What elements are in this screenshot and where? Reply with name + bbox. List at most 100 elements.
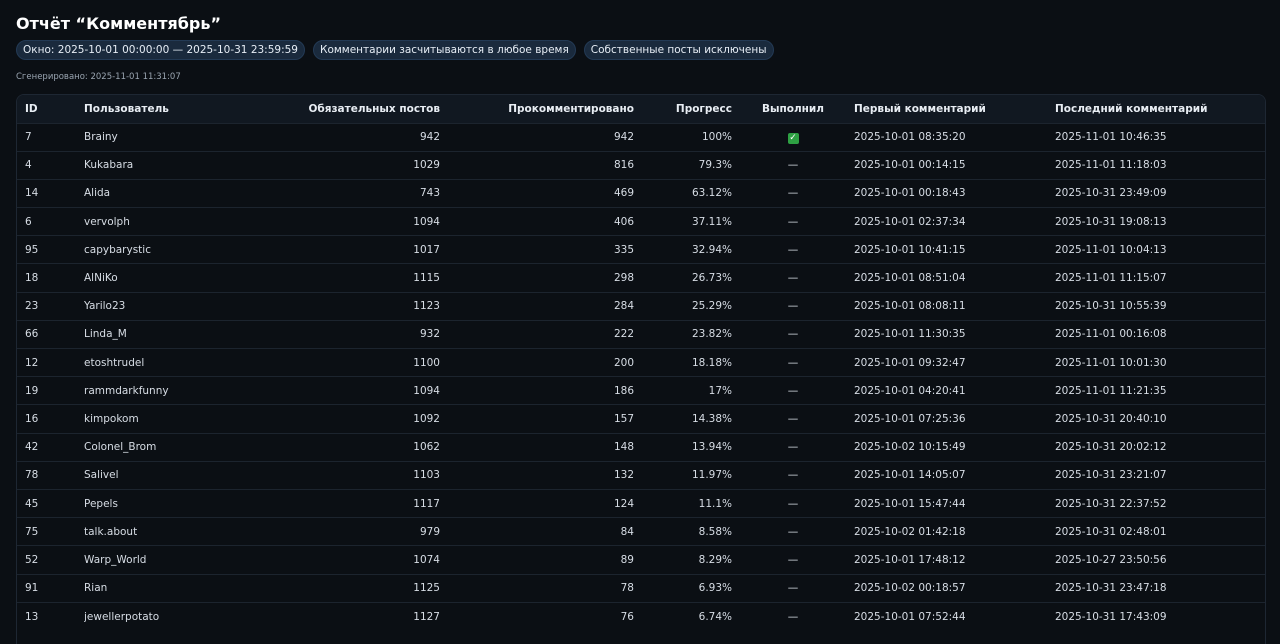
cell-progress: 17% (708, 384, 732, 397)
cell-required-posts: 743 (419, 187, 440, 200)
cell-commented: 200 (613, 356, 634, 369)
cell-last-comment: 2025-11-01 11:21:35 (1055, 384, 1167, 397)
cell-required-posts: 1123 (413, 300, 440, 313)
cell-id: 6 (25, 215, 32, 228)
cell-commented: 222 (613, 328, 634, 341)
cell-user: kimpokom (84, 412, 139, 425)
cell-done: — (787, 328, 799, 341)
cell-required-posts: 1017 (413, 243, 440, 256)
cell-first-comment: 2025-10-01 17:48:12 (854, 553, 966, 566)
cell-commented: 942 (613, 131, 634, 144)
cell-first-comment: 2025-10-01 08:51:04 (854, 272, 966, 285)
table-body: 7 Brainy 942 942 100% ✓ 2025-10-01 08:35:20 202… (17, 123, 1265, 630)
header-id[interactable]: ID (25, 102, 38, 115)
cell-commented: 84 (620, 525, 634, 538)
cell-required-posts: 1125 (413, 582, 440, 595)
cell-user: vervolph (84, 215, 130, 228)
cell-required-posts: 942 (419, 131, 440, 144)
cell-user: Pepels (84, 497, 118, 510)
cell-required-posts: 932 (419, 328, 440, 341)
table-row: 4 Kukabara 1029 816 79.3% — 2025-10-01 00:14:1… (17, 151, 1265, 179)
cell-last-comment: 2025-11-01 11:18:03 (1055, 159, 1167, 172)
cell-first-comment: 2025-10-01 09:32:47 (854, 356, 966, 369)
cell-done: — (787, 243, 799, 256)
cell-id: 23 (25, 300, 39, 313)
header-progress[interactable]: Прогресс (675, 102, 732, 115)
cell-commented: 284 (613, 300, 634, 313)
cell-user: Rian (84, 582, 108, 595)
cell-required-posts: 1094 (413, 215, 440, 228)
cell-user: rammdarkfunny (84, 384, 169, 397)
cell-id: 78 (25, 469, 39, 482)
header-required-posts[interactable]: Обязательных постов (308, 102, 440, 115)
checkmark-icon: ✓ (787, 132, 799, 144)
header-done[interactable]: Выполнил (762, 102, 824, 115)
cell-done: — (787, 215, 799, 228)
cell-done: — (787, 582, 799, 595)
page-title: Отчёт “Комментябрь” (16, 14, 222, 33)
cell-first-comment: 2025-10-01 02:37:34 (854, 215, 966, 228)
cell-id: 18 (25, 272, 39, 285)
report-table-container[interactable]: ID Пользователь Обязательных постов Прок… (16, 94, 1266, 644)
cell-first-comment: 2025-10-02 01:42:18 (854, 525, 966, 538)
cell-user: jewellerpotato (84, 610, 160, 623)
cell-progress: 25.29% (691, 300, 732, 313)
cell-commented: 148 (613, 441, 634, 454)
table-row: 75 talk.about 979 84 8.58% — 2025-10-02 01:42:… (17, 517, 1265, 546)
cell-progress: 11.1% (698, 497, 732, 510)
cell-commented: 469 (613, 187, 634, 200)
cell-required-posts: 1100 (413, 356, 440, 369)
cell-done: — (787, 187, 799, 200)
cell-user: Colonel_Brom (84, 441, 157, 454)
cell-progress: 6.74% (698, 610, 732, 623)
filter-chips: Окно: 2025-10-01 00:00:00 — 2025-10-31 2… (16, 40, 774, 60)
cell-progress: 11.97% (691, 469, 732, 482)
cell-required-posts: 1092 (413, 412, 440, 425)
cell-first-comment: 2025-10-01 08:35:20 (854, 131, 966, 144)
cell-user: Alida (84, 187, 111, 200)
table-row: 66 Linda_M 932 222 23.82% — 2025-10-01 11:30:3… (17, 320, 1265, 348)
cell-done: — (787, 469, 799, 482)
cell-required-posts: 1062 (413, 441, 440, 454)
header-user[interactable]: Пользователь (84, 102, 169, 115)
cell-user: AlNiKo (84, 272, 118, 285)
cell-last-comment: 2025-11-01 00:16:08 (1055, 328, 1167, 341)
cell-required-posts: 1094 (413, 384, 440, 397)
cell-user: Yarilo23 (84, 300, 126, 313)
cell-first-comment: 2025-10-01 11:30:35 (854, 328, 966, 341)
cell-progress: 79.3% (698, 159, 732, 172)
cell-id: 66 (25, 328, 39, 341)
cell-progress: 26.73% (691, 272, 732, 285)
cell-user: Brainy (84, 131, 118, 144)
cell-commented: 132 (613, 469, 634, 482)
cell-commented: 298 (613, 272, 634, 285)
cell-progress: 13.94% (691, 441, 732, 454)
cell-last-comment: 2025-10-31 10:55:39 (1055, 300, 1167, 313)
report-table: ID Пользователь Обязательных постов Прок… (17, 95, 1265, 630)
cell-last-comment: 2025-11-01 10:04:13 (1055, 243, 1167, 256)
cell-done: — (787, 441, 799, 454)
cell-done: — (787, 610, 799, 623)
cell-id: 95 (25, 243, 39, 256)
header-first-comment[interactable]: Первый комментарий (854, 102, 986, 115)
cell-done: — (787, 356, 799, 369)
cell-user: Warp_World (84, 553, 147, 566)
cell-commented: 157 (613, 412, 634, 425)
cell-user: capybarystic (84, 243, 151, 256)
cell-user: Linda_M (84, 328, 127, 341)
cell-required-posts: 1029 (413, 159, 440, 172)
cell-id: 12 (25, 356, 39, 369)
cell-id: 42 (25, 441, 39, 454)
cell-commented: 76 (620, 610, 634, 623)
cell-first-comment: 2025-10-02 00:18:57 (854, 582, 966, 595)
header-last-comment[interactable]: Последний комментарий (1055, 102, 1208, 115)
cell-last-comment: 2025-10-31 19:08:13 (1055, 215, 1167, 228)
cell-first-comment: 2025-10-01 07:52:44 (854, 610, 966, 623)
cell-first-comment: 2025-10-01 08:08:11 (854, 300, 966, 313)
cell-last-comment: 2025-10-31 22:37:52 (1055, 497, 1167, 510)
cell-id: 16 (25, 412, 39, 425)
cell-id: 75 (25, 525, 39, 538)
cell-first-comment: 2025-10-01 07:25:36 (854, 412, 966, 425)
header-commented[interactable]: Прокомментировано (508, 102, 634, 115)
cell-first-comment: 2025-10-01 14:05:07 (854, 469, 966, 482)
